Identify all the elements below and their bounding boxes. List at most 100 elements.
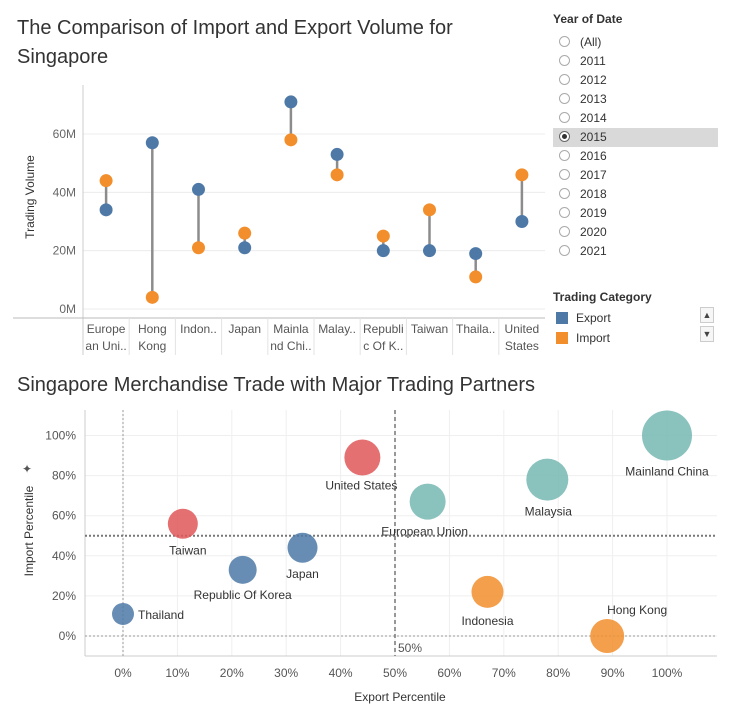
x-tick-label: United xyxy=(505,322,540,336)
year-option-label: 2015 xyxy=(580,130,607,144)
legend-scroll-down-icon[interactable]: ▼ xyxy=(700,326,714,342)
import-point xyxy=(145,290,159,304)
y-tick-label: 100% xyxy=(45,429,76,443)
x-tick-label: Hong xyxy=(138,322,167,336)
radio-icon[interactable] xyxy=(559,245,570,256)
bubble-label: Mainland China xyxy=(625,465,709,479)
pin-icon[interactable]: ✦ xyxy=(22,462,33,476)
x-tick-label: Malay.. xyxy=(318,322,356,336)
bubble xyxy=(471,575,504,608)
x-tick-label: 30% xyxy=(274,666,298,680)
year-option-label: 2013 xyxy=(580,92,607,106)
x-tick-label: Europe xyxy=(87,322,126,336)
export-point xyxy=(99,203,113,217)
scatter-chart-title: Singapore Merchandise Trade with Major T… xyxy=(17,374,536,396)
x-tick-label: Kong xyxy=(138,339,166,353)
legend-item[interactable]: Export xyxy=(553,308,698,328)
export-point xyxy=(423,244,436,258)
import-point xyxy=(238,226,252,240)
year-option[interactable]: 2017 xyxy=(553,166,718,185)
x-tick-label: nd Chi.. xyxy=(270,339,311,353)
year-option[interactable]: 2014 xyxy=(553,109,718,128)
x-tick-label: Japan xyxy=(228,322,261,336)
bubble-label: Republic Of Korea xyxy=(194,588,292,602)
legend-label: Export xyxy=(576,311,611,325)
import-point xyxy=(99,174,113,188)
year-option-label: 2018 xyxy=(580,187,607,201)
radio-icon[interactable] xyxy=(559,188,570,199)
radio-selected-icon[interactable] xyxy=(559,131,570,142)
dumbbell-chart-title: The Comparison of Import and Export Volu… xyxy=(17,17,453,68)
bubble-label: Taiwan xyxy=(169,544,206,558)
y-tick-label: 0% xyxy=(59,629,77,643)
y-tick-label: 20% xyxy=(52,589,76,603)
bubble xyxy=(590,619,625,653)
bubble-label: Malaysia xyxy=(525,505,573,519)
export-point xyxy=(192,182,205,196)
bubble-label: United States xyxy=(325,479,397,493)
year-option-label: 2021 xyxy=(580,244,607,258)
trading-category-legend-title: Trading Category xyxy=(553,290,652,304)
legend-swatch xyxy=(556,332,568,344)
legend-scroll-up-icon[interactable]: ▲ xyxy=(700,307,714,323)
legend-item[interactable]: Import xyxy=(553,328,698,348)
bubble xyxy=(642,410,692,461)
x-tick-label: 10% xyxy=(165,666,189,680)
legend-label: Import xyxy=(576,331,611,345)
export-point xyxy=(238,241,252,255)
export-point xyxy=(469,247,483,261)
import-point xyxy=(376,229,390,243)
radio-icon[interactable] xyxy=(559,207,570,218)
year-option-label: 2012 xyxy=(580,73,607,87)
bubble xyxy=(344,439,381,476)
year-filter-list: (All) 2011 2012 2013 2014 2015 2016 2017 2018 201… xyxy=(553,33,718,261)
radio-icon[interactable] xyxy=(559,112,570,123)
x-tick-label: 20% xyxy=(220,666,244,680)
year-option[interactable]: 2021 xyxy=(553,242,718,261)
export-point xyxy=(515,215,529,228)
export-point xyxy=(284,95,298,109)
radio-icon[interactable] xyxy=(559,36,570,47)
radio-icon[interactable] xyxy=(559,93,570,104)
year-option-label: 2019 xyxy=(580,206,607,220)
year-option[interactable]: 2018 xyxy=(553,185,718,204)
bubble xyxy=(287,532,318,563)
export-point xyxy=(376,244,390,258)
x-tick-label: 80% xyxy=(546,666,570,680)
import-point xyxy=(192,241,205,255)
legend-swatch xyxy=(556,312,568,324)
year-filter-title: Year of Date xyxy=(553,12,623,26)
year-option[interactable]: 2012 xyxy=(553,71,718,90)
import-point xyxy=(469,270,483,284)
bubble-label: Thailand xyxy=(138,608,184,622)
year-option-label: 2014 xyxy=(580,111,607,125)
y-tick-label: 80% xyxy=(52,469,76,483)
y-tick-label: 60% xyxy=(52,509,76,523)
radio-icon[interactable] xyxy=(559,74,570,85)
year-option[interactable]: 2011 xyxy=(553,52,718,71)
year-option-label: 2016 xyxy=(580,149,607,163)
bubble xyxy=(112,602,134,625)
year-option[interactable]: 2013 xyxy=(553,90,718,109)
x-tick-label: Taiwan xyxy=(411,322,448,336)
radio-icon[interactable] xyxy=(559,55,570,66)
radio-icon[interactable] xyxy=(559,150,570,161)
scatter-y-axis-label: Import Percentile xyxy=(22,485,36,577)
year-option[interactable]: 2019 xyxy=(553,204,718,223)
year-option[interactable]: (All) xyxy=(553,33,718,52)
reference-line-label: 50% xyxy=(398,641,422,655)
y-tick-label: 0M xyxy=(59,302,76,316)
year-option[interactable]: 2015 xyxy=(553,128,718,147)
bubble xyxy=(167,508,198,539)
x-tick-label: 100% xyxy=(652,666,683,680)
year-option-label: 2020 xyxy=(580,225,607,239)
export-point xyxy=(330,147,344,161)
import-point xyxy=(330,168,344,182)
year-option[interactable]: 2020 xyxy=(553,223,718,242)
radio-icon[interactable] xyxy=(559,169,570,180)
radio-icon[interactable] xyxy=(559,226,570,237)
x-tick-label: Republi xyxy=(363,322,404,336)
bubble-label: European Union xyxy=(381,525,468,539)
year-option[interactable]: 2016 xyxy=(553,147,718,166)
